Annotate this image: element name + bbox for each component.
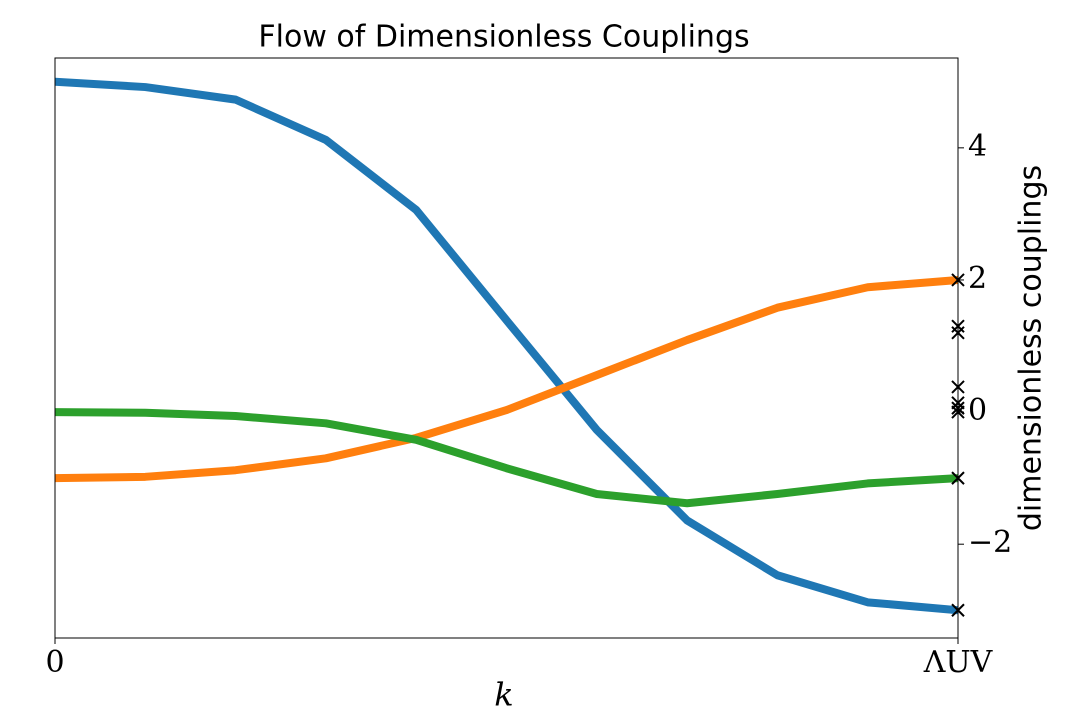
x-axis-label: k <box>494 676 513 714</box>
series-line <box>54 77 959 615</box>
x-tick-label: 0 <box>45 645 64 680</box>
x-tick-label: ΛUV <box>923 645 994 680</box>
chart-title: Flow of Dimensionless Couplings <box>258 20 749 55</box>
plot-frame <box>54 57 959 639</box>
y-tick-label: 2 <box>968 261 987 296</box>
series-line <box>54 408 959 508</box>
y-tick-label: 0 <box>968 393 987 428</box>
y-tick-label: 4 <box>968 129 987 164</box>
y-tick-label: −2 <box>968 525 1012 560</box>
y-axis-label: dimensionless couplings <box>1014 165 1049 531</box>
series-line <box>54 275 959 483</box>
